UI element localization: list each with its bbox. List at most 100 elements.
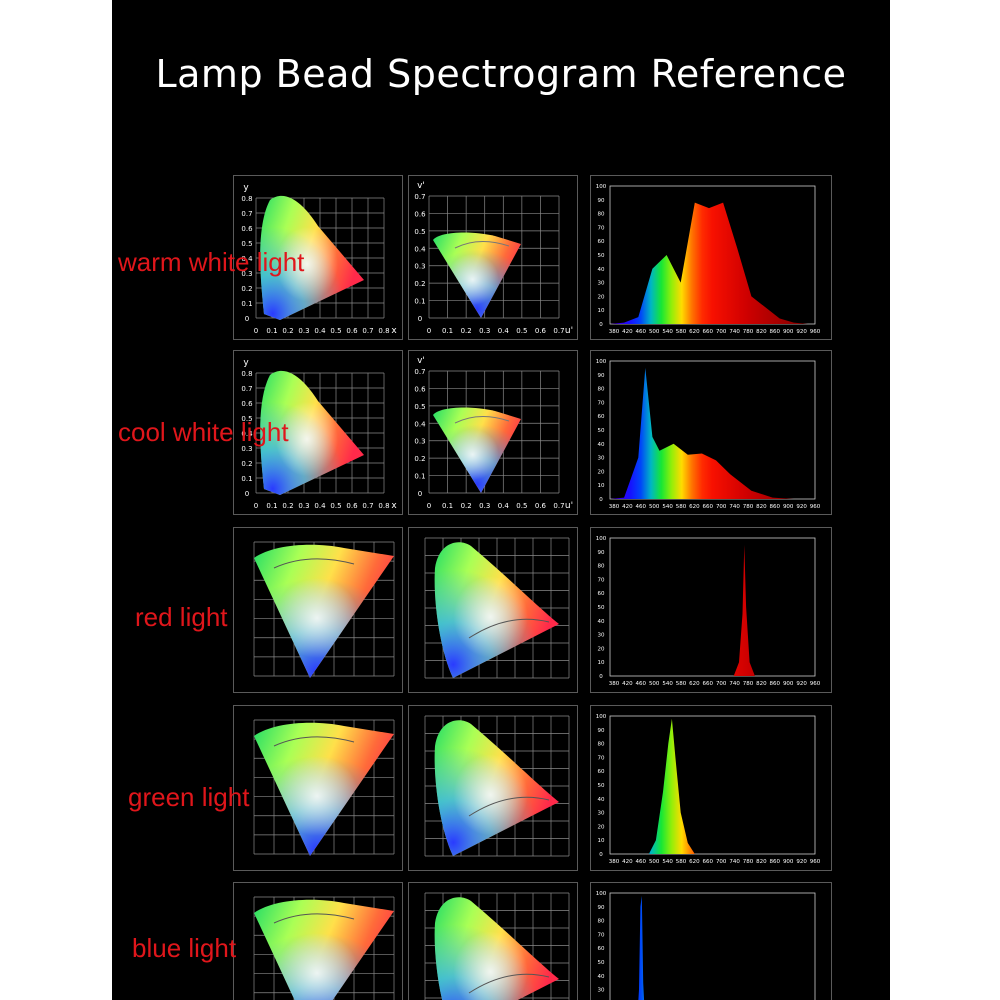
y-tick-label: 50 [598,605,605,611]
y-tick-label: 0.5 [241,240,252,248]
x-tick-label: 0.5 [516,327,527,335]
y-tick-label: 0.4 [414,420,426,428]
x-tick-label: 920 [796,681,807,687]
y-tick-label: 60 [598,239,605,245]
x-tick-label: 580 [676,859,687,865]
x-tick-label: 0.5 [516,502,527,510]
x-tick-label: 620 [689,329,700,335]
y-tick-label: 70 [598,577,605,583]
x-tick-label: 860 [770,859,781,865]
y-tick-label: 0.7 [241,210,252,218]
y-tick-label: 60 [598,591,605,597]
y-tick-label: 0 [418,315,422,323]
x-tick-label: 620 [689,859,700,865]
cie-uv-diagram-5 [408,882,578,1000]
x-tick-label: 900 [783,859,794,865]
planckian-locus [273,913,355,924]
y-tick-label: 50 [598,253,605,259]
y-axis-label: y [243,183,249,193]
y-tick-label: 90 [598,550,605,556]
y-tick-label: 40 [598,619,605,625]
x-tick-label: 0.3 [298,502,309,510]
x-axis-label: x [391,326,397,336]
x-tick-label: 540 [662,681,673,687]
y-tick-label: 0 [599,322,603,328]
poster: Lamp Bead Spectrogram Reference y 0.8 0.7 0… [112,0,890,1000]
spectrum-chart-5: 1009080706050403020100380420460500540580… [590,882,832,1000]
x-axis-label: x [391,501,397,511]
poster-title: Lamp Bead Spectrogram Reference [155,52,847,96]
x-tick-label: 900 [783,681,794,687]
plot-area [609,892,816,1000]
x-tick-label: 960 [810,329,821,335]
x-tick-label: 820 [756,504,767,510]
cie-uv-diagram-3 [408,527,578,693]
white-point-glow [433,407,521,493]
x-tick-label: 0.2 [282,502,293,510]
y-tick-label: 10 [598,660,605,666]
x-tick-label: 920 [796,329,807,335]
y-tick-label: 60 [598,414,605,420]
x-tick-label: 900 [783,504,794,510]
x-tick-label: 820 [756,859,767,865]
y-tick-label: 80 [598,564,605,570]
x-tick-label: 740 [729,681,740,687]
x-tick-label: 380 [609,859,620,865]
x-tick-label: 460 [636,504,647,510]
row-label: green light [128,782,250,812]
y-tick-label: 0.5 [414,228,425,236]
planckian-locus [454,241,510,249]
y-tick-label: 0.3 [414,263,425,271]
spectrum-area [648,718,695,854]
x-tick-label: 740 [729,859,740,865]
x-tick-label: 420 [622,504,633,510]
y-tick-label: 0.2 [241,460,252,468]
x-tick-label: 960 [810,681,821,687]
x-tick-label: 780 [743,329,754,335]
x-tick-label: 0.2 [282,327,293,335]
y-tick-label: 30 [598,281,605,287]
x-tick-label: 500 [649,859,660,865]
x-tick-label: 860 [770,681,781,687]
y-tick-label: 90 [598,728,605,734]
y-tick-label: 0.8 [241,195,252,203]
y-tick-label: 0.2 [414,280,425,288]
row-label: red light [135,602,228,632]
y-tick-label: 0 [245,490,249,498]
row-label: blue light [132,933,237,963]
x-tick-label: 700 [716,681,727,687]
x-tick-label: 580 [676,681,687,687]
x-tick-label: 420 [622,859,633,865]
x-tick-label: 0.2 [461,502,472,510]
y-tick-label: 70 [598,755,605,761]
white-point-glow [260,370,364,495]
y-tick-label: 0.7 [241,385,252,393]
y-tick-label: 100 [596,714,607,720]
x-tick-label: 960 [810,859,821,865]
y-axis-label: v' [417,181,425,191]
y-tick-label: 10 [598,483,605,489]
y-tick-label: 0 [599,674,603,680]
y-tick-label: 0.6 [414,210,426,218]
y-tick-label: 100 [596,536,607,542]
x-tick-label: 0.2 [461,327,472,335]
y-tick-label: 0 [245,315,249,323]
spectrum-area [610,367,794,499]
y-tick-label: 80 [598,742,605,748]
x-tick-label: 0.1 [266,502,277,510]
x-tick-label: 860 [770,329,781,335]
x-axis-label: u' [565,501,573,511]
y-tick-label: 70 [598,932,605,938]
y-tick-label: 0.5 [414,403,425,411]
y-tick-label: 0.1 [414,473,425,481]
x-tick-label: 860 [770,504,781,510]
cie-xy-diagram-1: y 0.8 0.7 0.6 0.5 0.4 0.3 0.2 0.1 0 0 0.1 0.2 0.3 0.4 0… [233,175,403,340]
x-tick-label: 580 [676,329,687,335]
cie-uv-diagram-4 [408,705,578,871]
x-tick-label: 0.6 [535,327,547,335]
spectrum-area [638,895,645,1000]
x-tick-label: 0 [427,502,431,510]
x-tick-label: 0.7 [362,502,373,510]
y-tick-label: 100 [596,184,607,190]
x-tick-label: 700 [716,504,727,510]
